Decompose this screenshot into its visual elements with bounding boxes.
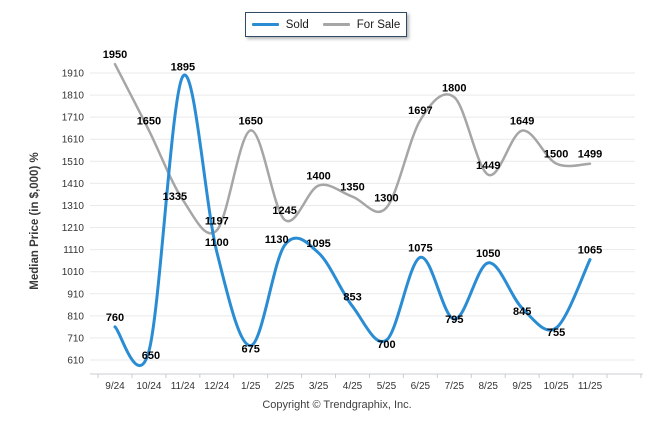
x-tick-label: 4/25 [343,381,363,392]
data-label: 700 [377,339,395,351]
legend: Sold For Sale [245,12,407,37]
legend-label-sold: Sold [285,18,309,31]
legend-label-for-sale: For Sale [356,18,401,31]
data-label: 1950 [103,49,127,61]
y-tick-label: 1710 [62,113,85,124]
x-tick-label: 11/24 [171,381,196,392]
x-tick-label: 10/24 [136,381,161,392]
x-tick-label: 11/25 [578,381,603,392]
for-sale-line [113,62,592,235]
x-tick-label: 6/25 [411,381,431,392]
data-label: 1499 [578,149,602,161]
y-tick-label: 1210 [62,223,85,234]
y-tick-label: 1310 [62,201,85,212]
x-tick-label: 2/25 [275,381,295,392]
data-label: 1697 [408,105,432,117]
x-tick-label: 5/25 [377,381,397,392]
data-label: 853 [343,291,361,303]
data-label: 795 [445,314,463,326]
y-tick-label: 910 [67,289,84,300]
y-tick-label: 710 [67,333,84,344]
x-axis-labels: 9/24 10/24 11/24 12/24 1/25 2/25 3/25 4/25 5/25 6… [105,381,602,392]
y-axis-labels: 610 710 810 910 1010 1110 1210 1310 1410 1510 1610… [62,69,85,367]
data-label: 1800 [442,82,466,94]
data-label: 1245 [272,205,296,217]
data-label: 1400 [306,171,330,183]
data-label: 1500 [544,149,568,161]
x-tick-label: 12/24 [204,381,229,392]
gridlines [90,72,635,361]
legend-item-for-sale[interactable]: For Sale [322,18,401,31]
y-tick-label: 1810 [62,91,85,102]
x-tick-label: 9/25 [512,381,532,392]
data-label: 1350 [340,182,364,194]
for-sale-line-swatch-icon [322,23,350,26]
x-tick-label: 3/25 [309,381,329,392]
x-tick-label: 8/25 [478,381,498,392]
sold-line [113,73,592,367]
x-tick-label: 7/25 [445,381,465,392]
series-lines [113,62,592,367]
y-tick-label: 1510 [62,157,85,168]
data-label: 675 [242,344,260,356]
data-label: 1335 [163,191,187,203]
y-tick-label: 1410 [62,179,85,190]
data-label: 1650 [137,115,161,127]
data-label: 1197 [205,215,229,227]
data-label: 1075 [408,242,432,254]
y-tick-label: 810 [67,311,84,322]
x-tick-label: 9/24 [105,381,125,392]
copyright-text: Copyright © Trendgraphix, Inc. [262,399,412,411]
data-labels: 760 650 1895 1100 675 1130 1095 853 700 1075 795 10… [103,49,603,362]
y-tick-label: 1610 [62,135,85,146]
y-tick-label: 610 [67,356,84,367]
data-label: 1449 [476,160,500,172]
sold-line-swatch-icon [251,23,279,26]
y-tick-label: 1110 [63,245,84,256]
data-label: 650 [142,350,160,362]
data-label: 1895 [171,61,195,73]
data-label: 1650 [238,115,262,127]
y-axis-title: Median Price (in $,000) % [29,152,41,289]
x-tick-label: 1/25 [241,381,261,392]
x-tick-label: 10/25 [544,381,569,392]
data-label: 1050 [476,248,500,260]
data-label: 1100 [205,237,229,249]
data-label: 1130 [265,234,289,246]
y-tick-label: 1010 [62,267,85,278]
axes [90,373,643,378]
y-tick-label: 1910 [62,69,85,80]
data-label: 755 [547,327,565,339]
data-label: 1065 [578,245,602,257]
data-label: 1095 [306,238,330,250]
data-label: 845 [513,306,531,318]
data-label: 760 [106,312,124,324]
data-label: 1300 [374,193,398,205]
legend-item-sold[interactable]: Sold [251,18,309,31]
data-label: 1649 [510,116,534,128]
